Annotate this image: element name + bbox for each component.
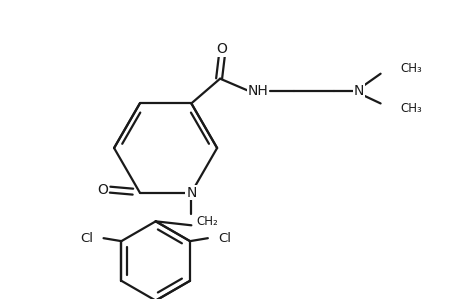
Text: N: N — [353, 84, 363, 98]
Text: N: N — [186, 186, 196, 200]
Text: O: O — [216, 42, 227, 56]
Text: O: O — [96, 183, 107, 197]
Text: CH₂: CH₂ — [196, 215, 218, 228]
Text: CH₃: CH₃ — [399, 62, 421, 75]
Text: NH: NH — [247, 84, 268, 98]
Text: Cl: Cl — [80, 232, 94, 245]
Text: CH₃: CH₃ — [399, 102, 421, 115]
Text: Cl: Cl — [217, 232, 230, 245]
